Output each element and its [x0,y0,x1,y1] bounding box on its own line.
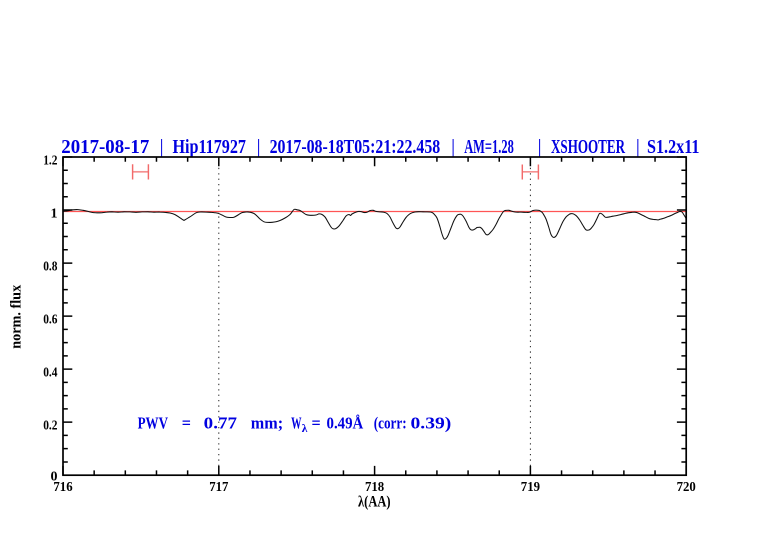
svg-text:|: | [257,137,260,158]
svg-text:0.39): 0.39) [411,414,452,433]
svg-text:0: 0 [51,469,58,484]
svg-text:=: = [182,414,191,433]
svg-text:720: 720 [677,480,696,495]
svg-text:716: 716 [53,480,72,495]
svg-text:mm;: mm; [251,414,283,433]
svg-text:0.2: 0.2 [43,419,57,434]
svg-text:0.77: 0.77 [204,414,237,433]
svg-text:|: | [452,137,455,158]
svg-text:|: | [636,137,639,158]
svg-text:λ(AA): λ(AA) [358,493,391,510]
svg-text:XSHOOTER: XSHOOTER [551,137,626,158]
svg-text:1.2: 1.2 [43,153,57,168]
svg-text:2017-08-17: 2017-08-17 [61,137,149,158]
svg-text:0.8: 0.8 [43,260,57,275]
svg-text:1: 1 [51,206,58,221]
svg-text:S1.2x11: S1.2x11 [647,137,700,158]
svg-text:0.49Å: 0.49Å [327,414,364,433]
svg-text:|: | [538,137,541,158]
svg-text:0.4: 0.4 [43,366,57,381]
svg-text:717: 717 [209,480,228,495]
svg-text:=: = [312,414,321,433]
svg-text:(corr:: (corr: [374,414,407,433]
svg-text:Hip117927: Hip117927 [173,137,247,158]
svg-text:719: 719 [521,480,540,495]
svg-text:718: 718 [365,480,384,495]
svg-text:0.6: 0.6 [43,313,57,328]
svg-text:|: | [160,137,163,158]
svg-text:AM=1.28: AM=1.28 [464,137,514,158]
svg-text:W: W [291,414,302,433]
svg-text:norm. flux: norm. flux [9,284,25,349]
svg-text:λ: λ [302,423,308,435]
svg-text:2017-08-18T05:21:22.458: 2017-08-18T05:21:22.458 [270,137,441,158]
svg-text:PWV: PWV [138,414,168,433]
